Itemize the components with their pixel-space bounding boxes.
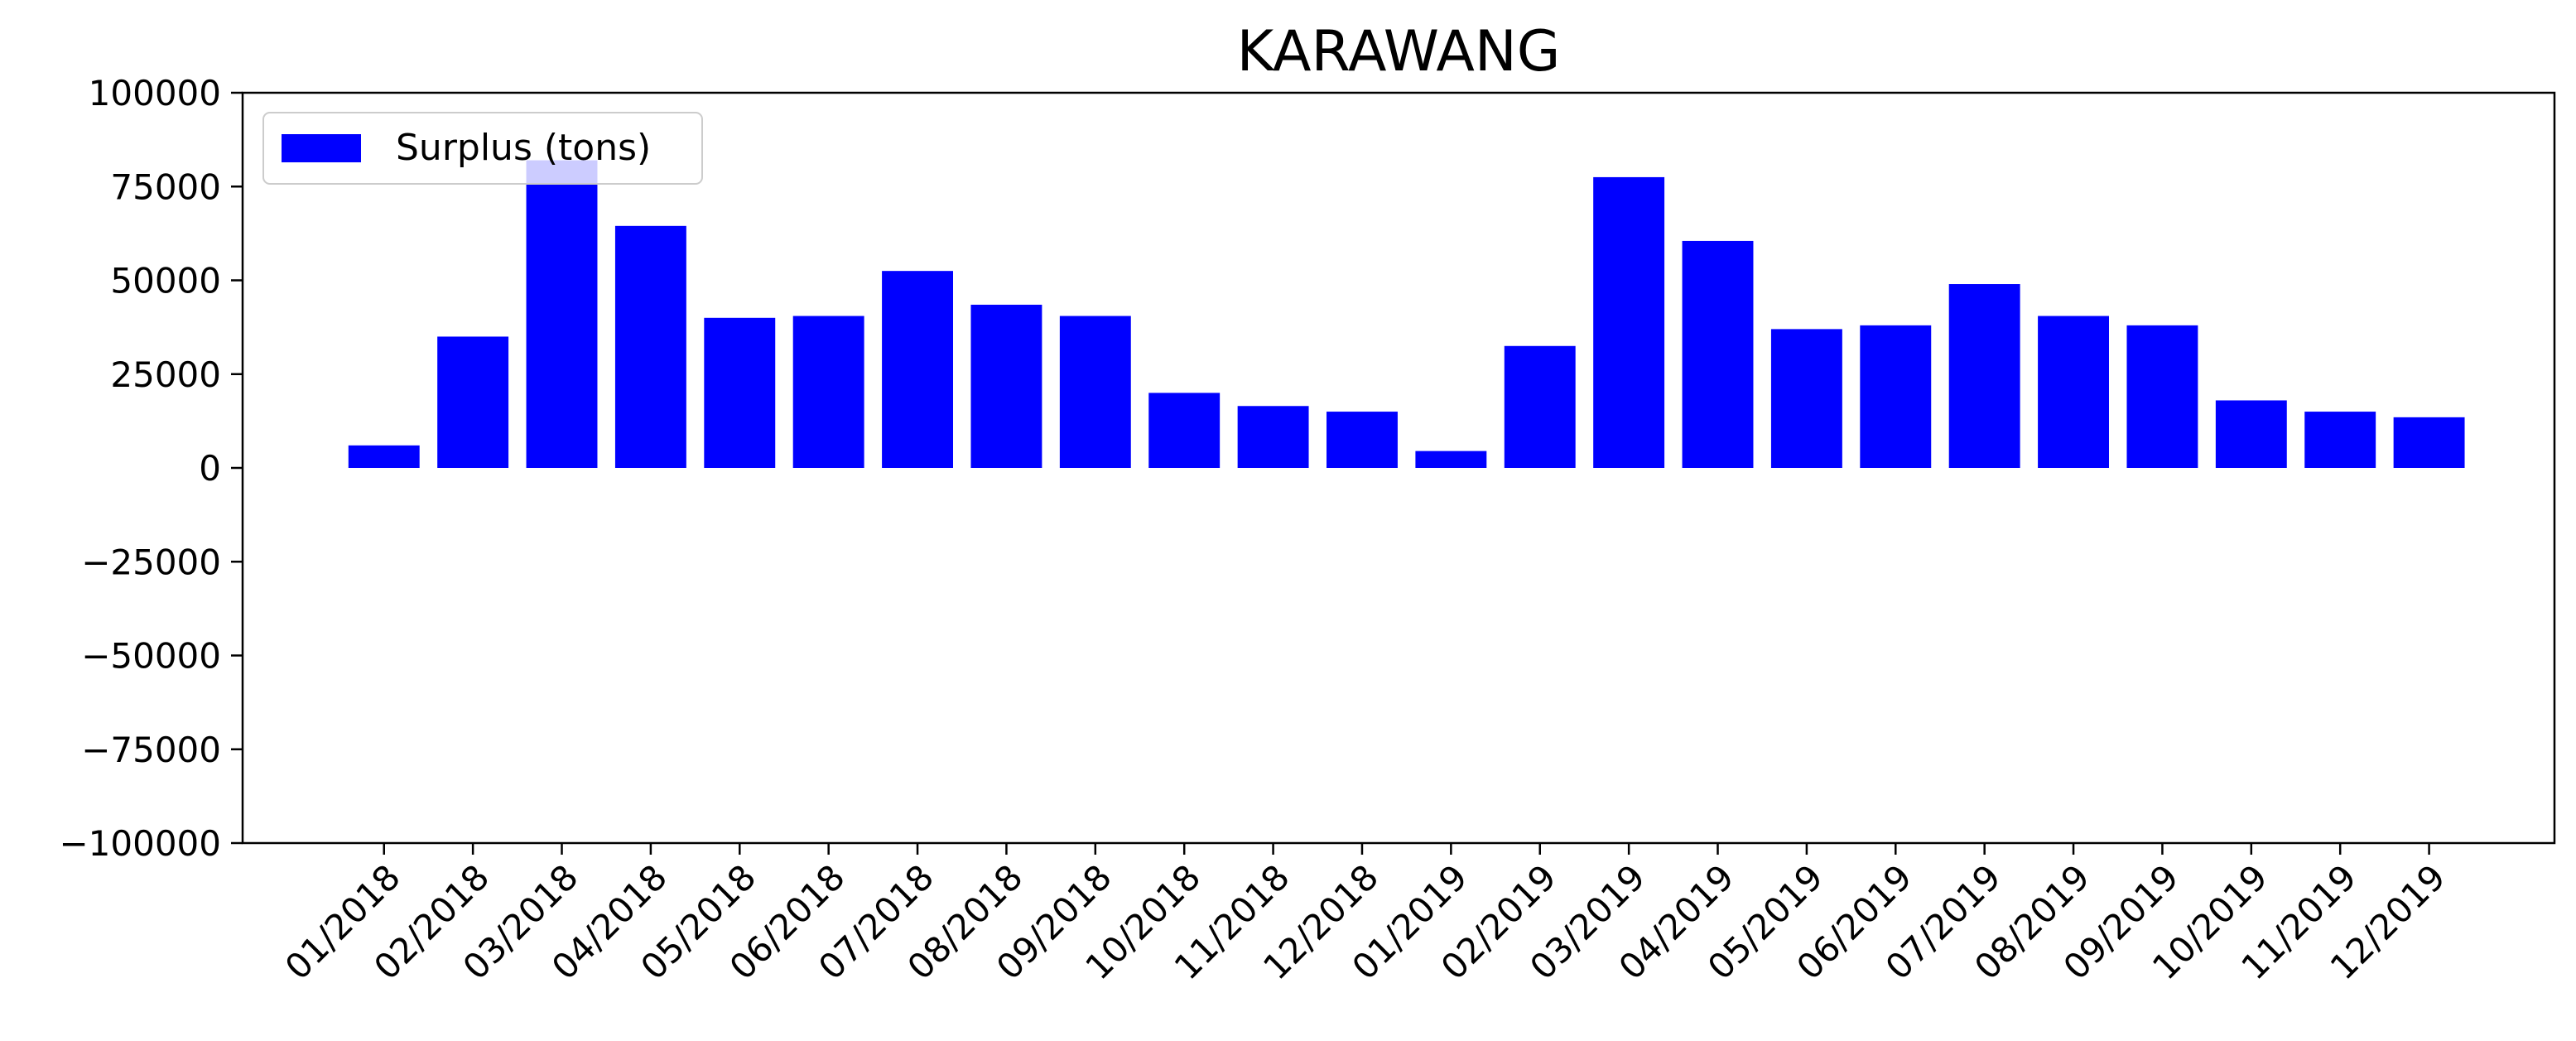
bar-02/2019: [1504, 345, 1576, 468]
bar-06/2019: [1860, 325, 1932, 468]
bar-06/2018: [792, 316, 864, 468]
y-axis: 100000 75000 50000 25000 0 −25000 −50000 −75000…: [59, 73, 243, 864]
y-tick-label: −25000: [81, 542, 221, 582]
bar-11/2018: [1237, 406, 1309, 468]
y-tick-label: 25000: [110, 354, 221, 395]
legend: Surplus (tons): [262, 112, 703, 185]
bars-group: [348, 160, 2465, 469]
bar-05/2018: [704, 317, 776, 468]
bar-09/2018: [1059, 316, 1131, 468]
bar-04/2018: [614, 225, 686, 468]
bar-05/2019: [1770, 329, 1842, 468]
bar-07/2019: [1948, 284, 2020, 468]
bar-04/2019: [1682, 240, 1754, 468]
x-axis: 01/201802/201803/201804/201805/201806/20…: [277, 843, 2453, 987]
y-tick-label: 75000: [110, 166, 221, 207]
y-tick-label: 100000: [89, 73, 221, 113]
y-tick-label: −50000: [81, 636, 221, 677]
y-tick-label: 0: [199, 448, 221, 489]
bar-03/2019: [1593, 176, 1665, 469]
legend-swatch: [282, 134, 361, 162]
y-tick-label: 50000: [110, 261, 221, 301]
y-tick-label: −100000: [59, 823, 221, 864]
bar-08/2018: [970, 304, 1042, 468]
bar-03/2018: [526, 160, 598, 469]
bar-09/2019: [2126, 325, 2198, 468]
bar-10/2018: [1148, 393, 1221, 468]
bar-08/2019: [2038, 316, 2110, 468]
bar-07/2018: [882, 271, 954, 468]
plot-frame: [241, 91, 2556, 845]
bar-12/2019: [2393, 417, 2465, 468]
bar-12/2018: [1327, 412, 1398, 468]
chart-title: KARAWANG: [1237, 19, 1561, 84]
bar-01/2018: [348, 445, 420, 468]
legend-label: Surplus (tons): [396, 127, 651, 169]
bar-11/2019: [2304, 412, 2376, 468]
y-tick-label: −75000: [81, 730, 221, 770]
legend-box: [262, 112, 703, 185]
bar-10/2019: [2215, 400, 2287, 468]
bar-02/2018: [437, 336, 509, 468]
bar-01/2019: [1415, 451, 1487, 468]
